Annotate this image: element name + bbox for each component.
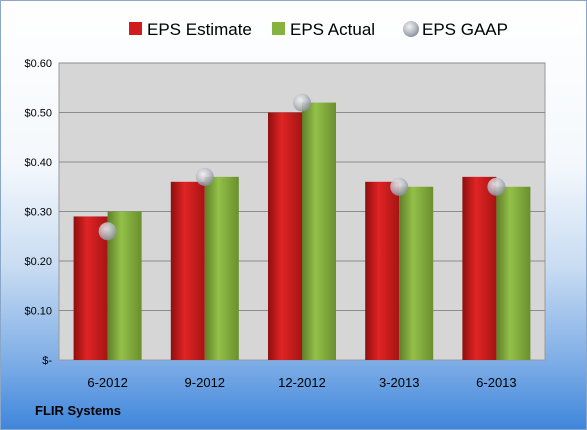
bar-eps-estimate <box>462 176 497 360</box>
bar-eps-estimate <box>268 112 302 360</box>
y-tick-label: $0.50 <box>24 108 52 120</box>
x-tick-label: 6-2013 <box>476 375 516 390</box>
legend-label: EPS GAAP <box>422 20 508 39</box>
bar-eps-actual <box>302 102 336 360</box>
company-name: FLIR Systems <box>35 403 121 418</box>
marker-eps-gaap <box>390 177 409 196</box>
legend-swatch-actual <box>272 22 285 35</box>
chart-legend: EPS Estimate EPS Actual EPS GAAP <box>129 20 508 39</box>
marker-eps-gaap <box>98 222 117 241</box>
bar-eps-actual <box>399 186 434 360</box>
y-tick-label: $0.20 <box>24 256 52 268</box>
bar-eps-actual <box>496 186 531 360</box>
x-tick-label: 6-2012 <box>87 375 127 390</box>
legend-swatch-gaap <box>403 21 419 37</box>
legend-item: EPS Estimate <box>129 20 252 39</box>
legend-swatch-estimate <box>129 22 142 35</box>
x-tick-label: 3-2013 <box>379 375 419 390</box>
y-tick-label: $0.30 <box>24 207 52 219</box>
legend-label: EPS Actual <box>290 20 375 39</box>
marker-eps-gaap <box>195 167 214 186</box>
y-tick-label: $0.10 <box>24 306 52 318</box>
bar-eps-estimate <box>170 181 205 360</box>
legend-item: EPS Actual <box>272 20 375 39</box>
legend-item: EPS GAAP <box>403 20 508 39</box>
bar-eps-estimate <box>365 181 400 360</box>
marker-eps-gaap <box>487 177 506 196</box>
bar-eps-actual <box>204 176 239 360</box>
y-tick-label: $0.40 <box>24 157 52 169</box>
y-tick-label: $0.60 <box>24 58 52 70</box>
marker-eps-gaap <box>293 93 311 112</box>
legend-label: EPS Estimate <box>147 20 252 39</box>
x-tick-label: 9-2012 <box>185 375 225 390</box>
y-tick-label: $- <box>42 355 52 367</box>
bar-eps-estimate <box>73 216 108 360</box>
x-tick-label: 12-2012 <box>278 375 326 390</box>
plot-area: $- $0.10 $0.20 $0.30 $0.40 $0.50 $0.60 6-2012 9-… <box>24 58 546 390</box>
